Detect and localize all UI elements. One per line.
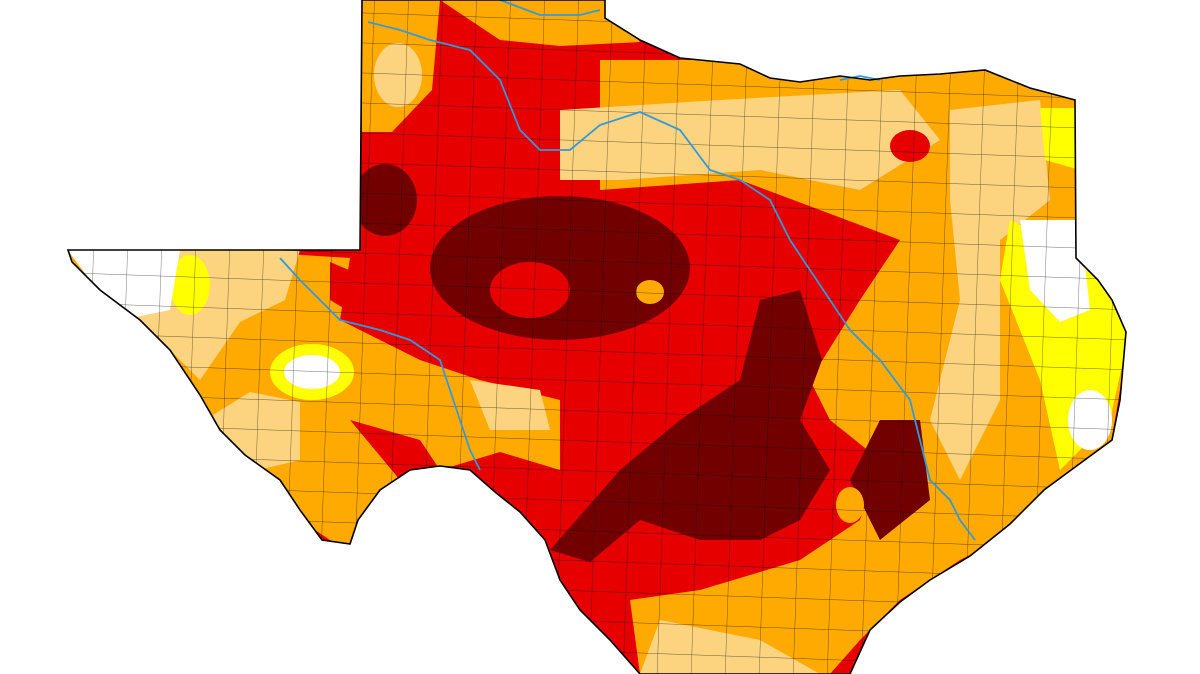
rivers	[279, 0, 976, 541]
river-red-east	[839, 75, 881, 81]
river-pecos	[279, 257, 481, 471]
river-red	[499, 0, 601, 16]
river-brazos	[367, 21, 976, 541]
